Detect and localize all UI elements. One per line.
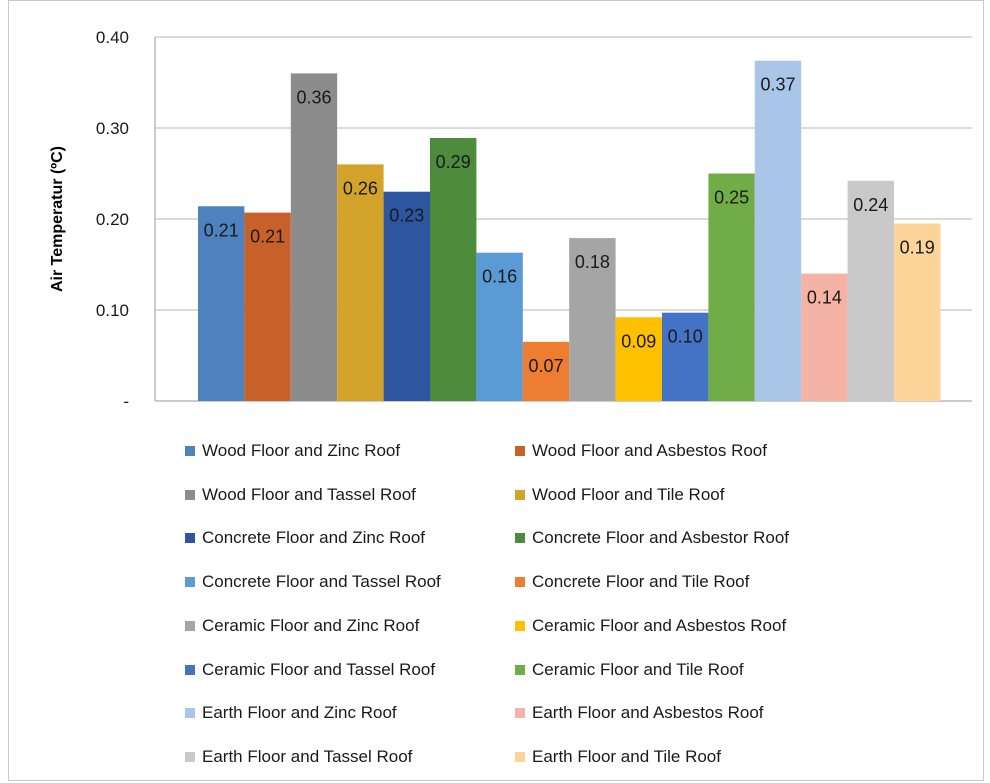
- bar: [894, 223, 941, 401]
- bar-data-label: 0.26: [343, 178, 378, 198]
- y-axis-title: Air Temperatur (ºC): [49, 146, 66, 292]
- bar-data-label: 0.25: [714, 188, 749, 208]
- y-tick-label: 0.30: [96, 119, 129, 138]
- bar: [569, 238, 616, 401]
- bar: [383, 191, 430, 401]
- bar: [662, 312, 709, 401]
- bar-data-label: 0.21: [250, 227, 285, 247]
- bar-data-label: 0.18: [575, 252, 610, 272]
- bar-data-label: 0.14: [807, 288, 842, 308]
- bar-data-label: 0.37: [760, 75, 795, 95]
- bar: [847, 180, 894, 401]
- y-tick-label: 0.20: [96, 210, 129, 229]
- bar: [708, 173, 755, 401]
- bar: [476, 252, 523, 401]
- bar-data-label: 0.24: [853, 195, 888, 215]
- bar: [522, 341, 570, 401]
- y-tick-label: 0.10: [96, 301, 129, 320]
- bar: [615, 317, 662, 401]
- bar-data-label: 0.07: [528, 356, 563, 376]
- bar: [198, 206, 245, 401]
- bar: [290, 73, 338, 402]
- bar-data-label: 0.23: [389, 206, 424, 226]
- bar-data-label: 0.36: [296, 87, 331, 107]
- bar-data-label: 0.19: [900, 238, 935, 258]
- bar-data-label: 0.21: [204, 220, 239, 240]
- bar-data-label: 0.16: [482, 267, 517, 287]
- bar: [244, 212, 291, 401]
- bar: [430, 138, 477, 401]
- y-tick-label: 0.40: [96, 28, 129, 47]
- bar-data-label: 0.10: [668, 327, 703, 347]
- bar-data-label: 0.29: [436, 152, 471, 172]
- y-tick-label: -: [123, 392, 129, 411]
- bar: [337, 164, 384, 401]
- bar: [801, 273, 848, 401]
- bar: [754, 60, 802, 401]
- bar-data-label: 0.09: [621, 331, 656, 351]
